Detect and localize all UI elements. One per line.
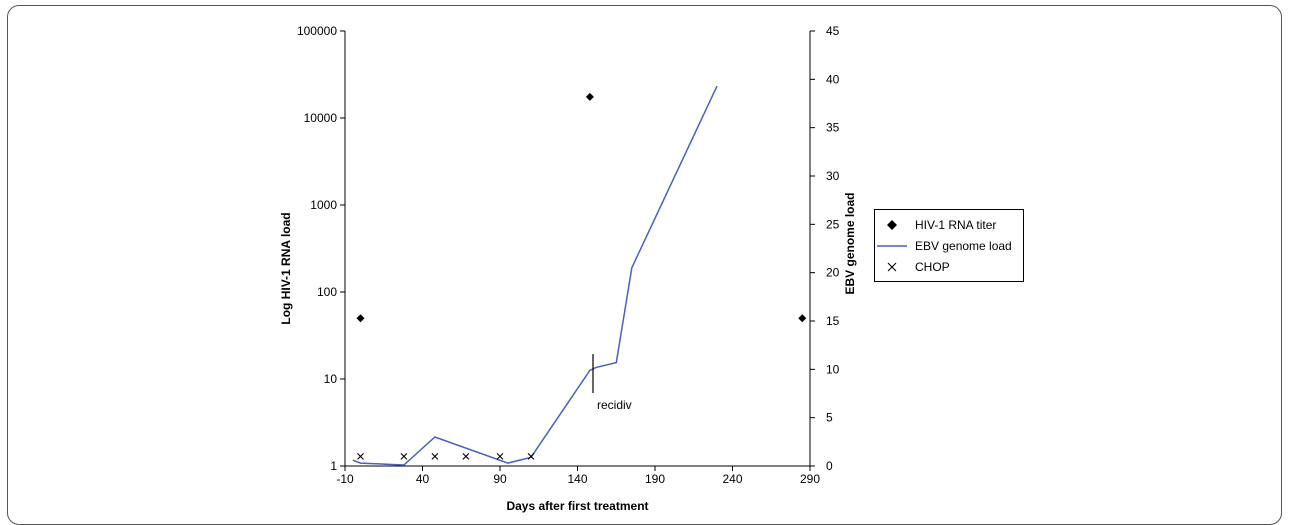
legend-label: CHOP: [915, 260, 950, 274]
x-tick-label: 190: [645, 472, 665, 486]
y-right-tick-label: 10: [826, 362, 840, 376]
legend-label: EBV genome load: [915, 239, 1012, 253]
y-right-tick-label: 35: [826, 121, 840, 135]
y-left-tick-label: 1: [330, 459, 337, 473]
y-right-tick-label: 25: [826, 217, 840, 231]
hiv-point: [798, 314, 807, 323]
x-axis-title: Days after first treatment: [506, 499, 648, 513]
chop-point: [527, 452, 535, 460]
y-right-tick-label: 30: [826, 169, 840, 183]
chop-stroke: [431, 452, 439, 460]
chop-point: [431, 452, 439, 460]
chop-stroke: [527, 452, 535, 460]
legend: HIV-1 RNA titer EBV genome load CHOP: [874, 209, 1024, 282]
y-right-tick-label: 0: [826, 459, 833, 473]
y-right-tick-label: 40: [826, 72, 840, 86]
y-left-tick-label: 10000: [304, 111, 338, 125]
x-tick-label: 140: [567, 472, 587, 486]
chop-point: [400, 452, 408, 460]
x-tick-label: 90: [493, 472, 507, 486]
figure-frame: [7, 5, 1282, 525]
chop-stroke: [357, 452, 364, 460]
legend-item-ebv: EBV genome load: [875, 237, 1012, 255]
chop-stroke: [496, 452, 504, 460]
legend-label: HIV-1 RNA titer: [915, 218, 997, 232]
series-layer: [352, 85, 807, 466]
x-tick-label: -10: [336, 472, 354, 486]
y-left-tick-label: 1000: [310, 198, 337, 212]
axes: [340, 30, 815, 471]
y-left-tick-label: 100000: [297, 24, 337, 38]
hiv-point: [356, 314, 365, 323]
diamond-marker-icon: [875, 220, 909, 230]
line-swatch-icon: [875, 244, 909, 248]
y-left-tick-label: 100: [317, 285, 337, 299]
y-left-tick-label: 10: [324, 372, 338, 386]
chop-point: [496, 452, 504, 460]
y-left-axis-title: Log HIV-1 RNA load: [279, 212, 293, 324]
labels: -10 40 90 140 190 240 290110100100010000100000…: [297, 24, 840, 486]
y-right-tick-label: 5: [826, 411, 833, 425]
y-right-axis-title: EBV genome load: [843, 192, 857, 294]
x-tick-label: 240: [722, 472, 742, 486]
legend-item-hiv: HIV-1 RNA titer: [875, 216, 996, 234]
y-right-tick-label: 45: [826, 24, 840, 38]
chop-stroke: [400, 452, 408, 460]
chop-stroke: [462, 452, 470, 460]
hiv-point: [585, 92, 594, 101]
y-right-tick-label: 15: [826, 314, 840, 328]
y-right-tick-label: 20: [826, 266, 840, 280]
ebv-line: [352, 85, 718, 466]
chop-point: [462, 452, 470, 460]
chop-point: [357, 452, 364, 460]
recidiv-label: recidiv: [597, 398, 632, 412]
x-tick-label: 290: [800, 472, 820, 486]
x-marker-icon: [875, 262, 909, 272]
legend-item-chop: CHOP: [875, 258, 950, 276]
x-tick-label: 40: [416, 472, 430, 486]
